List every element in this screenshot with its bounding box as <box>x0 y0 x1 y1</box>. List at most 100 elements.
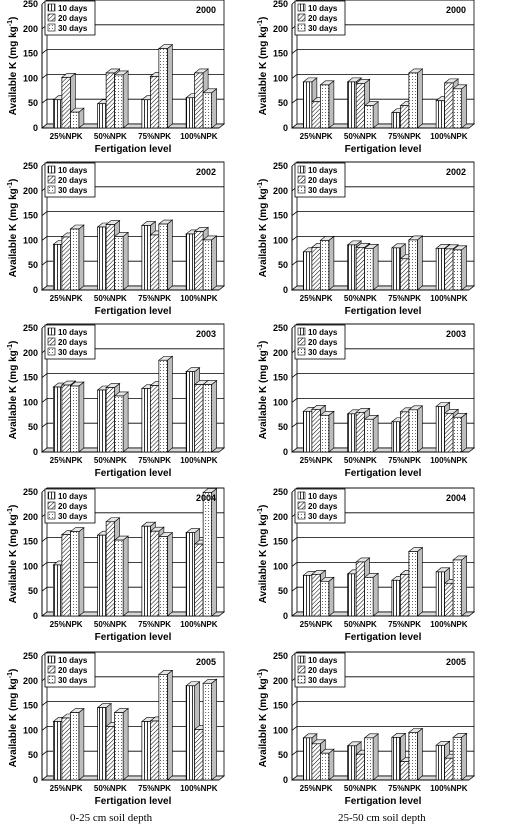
legend-label: 20 days <box>308 14 338 23</box>
gridline-side <box>291 260 298 266</box>
bar-front <box>97 707 107 781</box>
bar-front <box>53 386 63 453</box>
legend-label: 10 days <box>308 656 338 665</box>
legend-label: 30 days <box>58 24 88 33</box>
x-axis-title: Fertigation level <box>345 796 422 807</box>
bar-front <box>364 247 374 291</box>
charts-root: 0 50 100 150 200 250 25%NPK 50%NPK 75%NPK 100%NPK… <box>7 0 476 807</box>
x-axis-title: Fertigation level <box>95 468 172 479</box>
legend-swatch <box>297 501 306 510</box>
y-tick-label: 150 <box>273 537 288 547</box>
bar-side <box>417 68 423 129</box>
legend-label: 30 days <box>58 676 88 685</box>
gridline-side <box>291 373 298 378</box>
x-tick-label: 100%NPK <box>430 784 468 793</box>
gridline-side <box>41 49 48 54</box>
y-tick-label: 150 <box>273 49 288 59</box>
bar-front <box>347 244 357 291</box>
caption-right: 25-50 cm soil depth <box>338 812 426 824</box>
y-tick-label: 100 <box>23 725 38 735</box>
gridline-side <box>41 211 48 216</box>
bar-front <box>70 712 80 781</box>
caption-left: 0-25 cm soil depth <box>70 812 153 824</box>
legend-swatch <box>297 675 306 684</box>
bar-front <box>444 248 454 291</box>
bar-front <box>105 224 115 291</box>
bar-front <box>408 72 418 129</box>
bar <box>363 572 379 617</box>
y-tick-label: 200 <box>273 24 288 34</box>
gridline-side <box>291 726 298 731</box>
bar-front <box>61 77 71 129</box>
bar-front <box>194 231 204 291</box>
bar-side <box>372 733 379 781</box>
y-axis-title: Available K (mg kg-1) <box>257 505 269 604</box>
bar-front <box>141 525 151 617</box>
bar-front <box>444 582 454 617</box>
bar-front <box>150 234 160 291</box>
bar <box>319 576 335 617</box>
y-tick-label: 150 <box>23 537 38 547</box>
bar <box>202 235 218 291</box>
x-tick-label: 100%NPK <box>430 456 468 465</box>
y-tick-label: 100 <box>273 73 288 83</box>
bar <box>408 405 424 453</box>
y-tick-label: 250 <box>23 323 38 333</box>
y-tick-label: 0 <box>283 611 288 621</box>
chart-2002-0-25: 0 50 100 150 200 250 25%NPK 50%NPK 75%NPK 100%NPK… <box>7 161 226 317</box>
bar-front <box>408 409 418 453</box>
bar-front <box>194 729 204 781</box>
y-tick-label: 200 <box>23 512 38 522</box>
bar-side <box>328 235 335 291</box>
bar-front <box>158 674 168 781</box>
x-tick-label: 50%NPK <box>94 620 127 629</box>
bar-front <box>105 72 115 129</box>
legend-label: 10 days <box>308 492 338 501</box>
x-tick-label: 25%NPK <box>50 132 83 141</box>
x-tick-label: 75%NPK <box>388 784 421 793</box>
bar-front <box>400 105 410 129</box>
bar <box>113 231 129 291</box>
y-tick-label: 250 <box>23 161 38 171</box>
bar-side <box>122 391 129 453</box>
x-tick-label: 100%NPK <box>430 132 468 141</box>
bar-side <box>167 532 173 617</box>
legend-swatch <box>47 327 56 336</box>
bar-front <box>444 412 454 453</box>
bar-front <box>408 732 418 781</box>
legend-label: 20 days <box>58 338 88 347</box>
legend-label: 10 days <box>308 4 338 13</box>
y-tick-label: 250 <box>273 651 288 661</box>
bar <box>202 88 218 129</box>
gridline-side <box>291 49 298 54</box>
gridline-side <box>41 701 48 706</box>
chart-2003-0-25: 0 50 100 150 200 250 25%NPK 50%NPK 75%NPK 100%NPK… <box>7 323 226 479</box>
bar <box>202 379 218 453</box>
bar <box>363 414 379 453</box>
x-tick-label: 75%NPK <box>138 456 171 465</box>
bar-front <box>105 726 115 781</box>
y-tick-label: 50 <box>278 586 288 596</box>
x-tick-label: 50%NPK <box>344 784 377 793</box>
y-tick-label: 50 <box>278 260 288 270</box>
y-tick-label: 50 <box>28 98 38 108</box>
legend-label: 20 days <box>58 14 88 23</box>
y-tick-label: 0 <box>33 775 38 785</box>
legend-label: 30 days <box>308 512 338 521</box>
y-axis-title: Available K (mg kg-1) <box>7 179 19 278</box>
year-label: 2004 <box>446 493 466 503</box>
bar-front <box>158 48 168 129</box>
y-tick-label: 250 <box>273 487 288 497</box>
y-tick-label: 50 <box>28 750 38 760</box>
bar <box>363 101 379 129</box>
legend-label: 20 days <box>308 176 338 185</box>
legend-label: 20 days <box>308 666 338 675</box>
gridline-side <box>41 562 48 567</box>
bar-front <box>311 101 321 129</box>
gridline-side <box>41 98 48 104</box>
bar-front <box>61 534 71 617</box>
bar-front <box>391 736 401 781</box>
legend-swatch <box>47 491 56 500</box>
bar <box>158 219 174 291</box>
gridline-side <box>291 211 298 216</box>
